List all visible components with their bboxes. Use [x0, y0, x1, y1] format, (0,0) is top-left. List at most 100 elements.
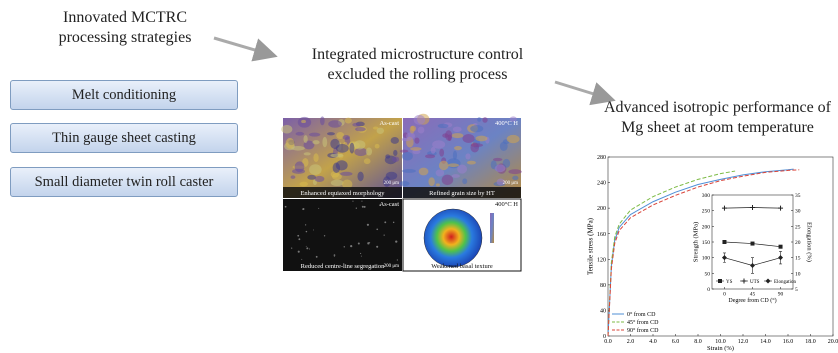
- panel-caption: Enhanced equiaxed morphology: [300, 190, 385, 197]
- legend-label: 45° from CD: [627, 319, 659, 326]
- grain: [377, 128, 384, 134]
- grain: [476, 136, 488, 142]
- grain: [352, 123, 360, 127]
- y2-tick-label: 35: [795, 193, 801, 199]
- grain: [328, 120, 342, 127]
- grain: [344, 246, 345, 247]
- grain: [376, 246, 378, 248]
- grain: [462, 178, 467, 184]
- y-tick-label: 250: [702, 209, 711, 215]
- y-tick-label: 120: [597, 257, 606, 263]
- grain: [304, 152, 311, 155]
- middle-title: Integrated microstructure control exclud…: [290, 45, 545, 85]
- grain: [436, 183, 440, 186]
- grain: [320, 116, 325, 125]
- y-tick-label: 200: [597, 206, 606, 212]
- grain: [369, 242, 370, 243]
- colour-scale: [490, 213, 494, 243]
- grain: [465, 153, 470, 159]
- grain: [471, 143, 483, 147]
- x-tick-label: 0: [723, 292, 726, 298]
- legend-label: 90° from CD: [627, 327, 659, 334]
- grain: [306, 247, 308, 249]
- grain: [362, 206, 364, 208]
- grain: [334, 254, 336, 256]
- grain: [327, 132, 335, 135]
- y-tick-label: 300: [702, 193, 711, 199]
- grain: [318, 208, 319, 209]
- y2-axis-label: Elongation (%): [805, 222, 812, 262]
- scale-bar: 200 μm: [384, 264, 399, 269]
- grain: [452, 174, 460, 178]
- grain: [297, 235, 299, 237]
- grain: [352, 201, 353, 202]
- grain: [442, 133, 448, 137]
- grain: [393, 222, 394, 223]
- left-title: Innovated MCTRC processing strategies: [50, 8, 200, 48]
- grain: [322, 137, 327, 147]
- grain: [375, 144, 380, 149]
- grain: [345, 118, 352, 124]
- grain: [397, 259, 398, 260]
- grain: [358, 242, 360, 244]
- grain: [402, 152, 413, 161]
- grain: [340, 172, 352, 176]
- grain: [452, 133, 464, 138]
- y-tick-label: 150: [702, 240, 711, 246]
- y2-tick-label: 30: [795, 209, 801, 215]
- grain: [309, 164, 322, 175]
- scale-bar: 200 μm: [503, 181, 518, 186]
- grain: [301, 120, 306, 123]
- grain: [410, 126, 415, 134]
- graphical-abstract: As-cast Enhanced equiaxed morphology 200 μ…: [0, 0, 838, 353]
- y-axis-label: Tensile stress (MPa): [586, 217, 594, 275]
- right-title: Advanced isotropic performance of Mg she…: [600, 98, 835, 138]
- y-axis-label: Strength (MPa): [693, 222, 700, 262]
- grain: [291, 248, 292, 249]
- x-tick-label: 18.0: [805, 339, 816, 345]
- grain: [300, 182, 308, 187]
- panel-tag: 400°C H: [495, 201, 518, 208]
- grain: [453, 151, 457, 160]
- grain: [291, 175, 296, 179]
- y-tick-label: 160: [597, 232, 606, 238]
- x-tick-label: 6.0: [672, 339, 680, 345]
- grain: [395, 240, 397, 242]
- grain: [391, 137, 399, 144]
- legend-label: YS: [726, 280, 733, 285]
- grain: [355, 127, 366, 131]
- grain: [442, 175, 454, 185]
- grain: [330, 154, 343, 158]
- y-tick-label: 200: [702, 224, 711, 230]
- x-tick-label: 90: [778, 292, 784, 298]
- grain: [419, 168, 429, 176]
- grain: [357, 172, 363, 182]
- strategy-box: Small diameter twin roll caster: [10, 167, 238, 197]
- grain: [312, 140, 319, 144]
- y-tick-label: 280: [597, 155, 606, 161]
- x-tick-label: 16.0: [783, 339, 794, 345]
- arrow: [555, 82, 610, 99]
- x-axis-label: Degree from CD (°): [728, 297, 776, 304]
- grain: [285, 206, 287, 208]
- marker: [779, 245, 783, 249]
- grain: [281, 125, 292, 134]
- grain: [361, 201, 362, 202]
- grain: [457, 164, 467, 173]
- grain: [313, 153, 318, 162]
- grain: [305, 224, 306, 225]
- y-tick-label: 0: [707, 287, 710, 293]
- grain: [392, 156, 399, 162]
- arrow: [214, 38, 272, 55]
- x-tick-label: 0.0: [604, 339, 612, 345]
- grain: [361, 256, 362, 257]
- grain: [336, 160, 348, 170]
- grain: [439, 149, 444, 157]
- grain: [314, 176, 324, 182]
- grain: [402, 169, 416, 173]
- y-tick-label: 80: [600, 283, 606, 289]
- panel-tag: As-cast: [380, 201, 400, 208]
- grain: [482, 117, 487, 123]
- panel-caption: Weakened basal texture: [431, 263, 493, 270]
- legend-label: UTS: [750, 280, 760, 285]
